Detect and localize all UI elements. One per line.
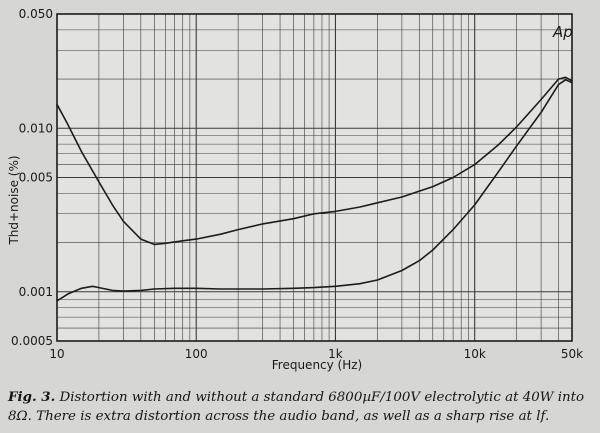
- x-tick-label: 10: [49, 347, 64, 361]
- x-tick-label: 50k: [561, 347, 583, 361]
- y-tick-label: 0.0005: [11, 334, 53, 348]
- x-tick-label: 10k: [464, 347, 486, 361]
- y-axis-title: Thd+noise (%): [7, 155, 21, 245]
- plot-frame: [56, 13, 573, 342]
- tick-labels: 10 100 1k 10k 50k 0.050 0.010 0.005 0.001 0.0005: [11, 7, 583, 361]
- y-tick-label: 0.001: [19, 285, 53, 299]
- caption-text: Distortion with and without a standard 6…: [8, 390, 585, 424]
- x-tick-label: 1k: [328, 347, 343, 361]
- x-axis-title: Frequency (Hz): [272, 358, 363, 372]
- y-tick-label: 0.010: [19, 121, 53, 135]
- grid: [57, 14, 572, 341]
- series-group: [56, 76, 573, 302]
- figure-caption: Fig. 3. Distortion with and without a st…: [8, 388, 596, 426]
- y-tick-label: 0.005: [19, 171, 53, 185]
- figure-label: Fig. 3.: [8, 389, 56, 405]
- series-line-2: [56, 79, 573, 302]
- x-tick-label: 100: [185, 347, 208, 361]
- y-tick-label: 0.050: [19, 7, 53, 21]
- series-line-1: [56, 76, 573, 246]
- ap-logo-annotation: Ap: [552, 23, 573, 41]
